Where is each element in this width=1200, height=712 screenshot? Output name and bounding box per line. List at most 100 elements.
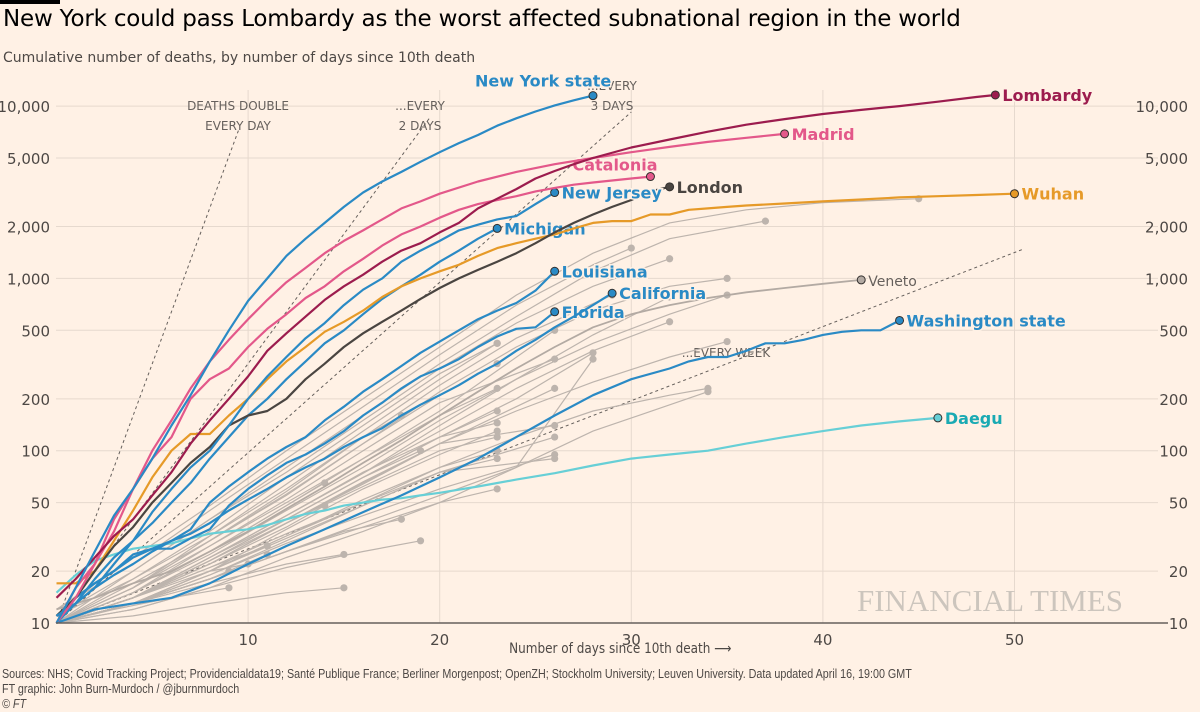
background-series-end-dot: [551, 421, 559, 430]
series-end-dot-michigan: [492, 223, 502, 233]
reference-line-label: DEATHS DOUBLE: [187, 99, 289, 113]
sources-note: Sources: NHS; Covid Tracking Project; Pr…: [2, 667, 912, 681]
background-series-end-dot: [666, 318, 674, 326]
background-series-line: [56, 296, 670, 624]
background-series-end-dot: [723, 337, 731, 346]
background-series-end-dot: [723, 274, 731, 282]
reference-line-label: 2 DAYS: [399, 119, 442, 133]
background-series-line: [56, 358, 555, 624]
reference-line-label: ...EVERY: [395, 99, 445, 113]
reference-line-label: EVERY DAY: [205, 119, 271, 133]
series-label-washington-state: Washington state: [907, 311, 1066, 330]
series-line-lombardy: [55, 93, 996, 599]
background-series-end-dot: [551, 433, 559, 441]
copyright-note: © FT: [2, 697, 27, 711]
y-tick-label-left: 10,000: [0, 98, 50, 116]
background-series-end-dot: [225, 584, 233, 592]
background-series-end-dot: [627, 244, 635, 252]
footer: Sources: NHS; Covid Tracking Project; Pr…: [2, 667, 1060, 712]
reference-line-label: 3 DAYS: [591, 99, 634, 113]
series-end-dot-washington-state: [895, 315, 905, 325]
background-series-line: [56, 410, 498, 624]
gridlines: [56, 90, 1158, 623]
series-end-dot-california: [607, 288, 617, 298]
background-series-end-dot: [340, 550, 348, 559]
y-tick-label-left: 50: [31, 495, 50, 513]
y-tick-label-left: 100: [21, 443, 50, 461]
series-label-louisiana: Louisiana: [562, 262, 648, 281]
y-tick-label-right: 200: [1159, 391, 1188, 409]
series-label-london: London: [677, 178, 743, 197]
background-series-end-dot: [493, 427, 501, 435]
highlighted-series: Veneto Daegu Washington state FloridaCalifo…: [55, 70, 1094, 625]
financial-times-watermark: FINANCIAL TIMES: [857, 583, 1123, 618]
background-series-end-dot: [589, 355, 597, 363]
reference-line-doubling: [56, 248, 1025, 624]
y-tick-label-left: 5,000: [7, 150, 50, 168]
series-label-veneto: Veneto: [868, 274, 917, 290]
y-tick-label-right: 500: [1159, 322, 1188, 340]
x-axis-title: Number of days since 10th death: [508, 641, 711, 657]
series-label-lombardy: Lombardy: [1002, 86, 1092, 105]
series-line-new-jersey: [55, 191, 556, 617]
series-end-dot-lombardy: [990, 90, 1000, 100]
background-series-line: [56, 587, 344, 624]
chart-title: New York could pass Lombardy as the wors…: [3, 6, 961, 32]
background-series-end-dot: [666, 293, 674, 301]
y-tick-label-right: 20: [1169, 563, 1188, 581]
series-end-dot-new-york-state: [588, 91, 598, 101]
series-end-dot-wuhan: [1010, 189, 1019, 199]
background-series-line: [56, 294, 728, 624]
series-label-wuhan: Wuhan: [1022, 185, 1085, 204]
series-end-dot-florida: [550, 307, 560, 317]
background-series-end-dot: [416, 537, 425, 545]
ft-brand-bar: [0, 0, 60, 4]
y-tick-label-left: 10: [31, 615, 50, 633]
background-series-end-dot: [493, 419, 501, 427]
series-end-dot-new-jersey: [550, 188, 560, 198]
series-line-california: [55, 292, 613, 617]
x-tick-label: 30: [622, 631, 641, 649]
y-tick-label-right: 10,000: [1136, 98, 1189, 116]
background-series-line: [56, 488, 498, 624]
series-label-catalonia: Catalonia: [572, 156, 657, 175]
x-tick-label: 50: [1005, 631, 1024, 649]
background-series-end-dot: [551, 384, 559, 392]
y-tick-label-left: 2,000: [7, 219, 50, 237]
background-series-line: [56, 358, 594, 624]
series-label-new-york-state: New York state: [475, 72, 611, 91]
series-line-new-york-state: [55, 94, 594, 624]
reference-line-doubling: [56, 116, 431, 624]
background-series-end-dot: [704, 388, 712, 396]
reference-line-doubling: [56, 111, 632, 624]
background-series-end-dot: [340, 584, 348, 592]
background-series-end-dot: [761, 217, 770, 225]
series-line-florida: [55, 310, 556, 617]
y-tick-label-left: 20: [31, 563, 50, 581]
series-label-florida: Florida: [562, 303, 625, 322]
background-series-end-dot: [589, 349, 597, 357]
background-series-line: [56, 391, 709, 624]
y-tick-label-right: 2,000: [1145, 219, 1188, 237]
background-series-end-dot: [551, 355, 559, 363]
series-end-dot-veneto: [856, 275, 866, 285]
x-tick-label: 40: [813, 631, 832, 649]
series-line-washington-state: [56, 319, 901, 625]
watermark-group: FINANCIAL TIMES: [857, 583, 1123, 618]
arrow-right-icon: ⟶: [713, 641, 732, 657]
y-tick-label-right: 1,000: [1145, 270, 1188, 288]
background-series-line: [56, 258, 670, 624]
reference-lines: DEATHS DOUBLE EVERY DAY ...EVERY 2 DAYS ...E…: [56, 79, 1025, 624]
series-end-dot-daegu: [933, 413, 943, 423]
background-series-line: [56, 198, 919, 610]
reference-line-label: ...EVERY: [587, 79, 637, 93]
series-end-dot-catalonia: [645, 172, 655, 182]
series-label-madrid: Madrid: [792, 125, 855, 144]
x-axis-title-wrap: Number of days since 10th death ⟶: [0, 641, 1200, 657]
series-label-daegu: Daegu: [945, 409, 1003, 428]
series-label-new-jersey: New Jersey: [562, 184, 663, 203]
credit-note: FT graphic: John Burn-Murdoch / @jburnmu…: [2, 682, 240, 696]
y-tick-label-right: 100: [1159, 443, 1188, 461]
y-tick-label-left: 1,000: [7, 270, 50, 288]
